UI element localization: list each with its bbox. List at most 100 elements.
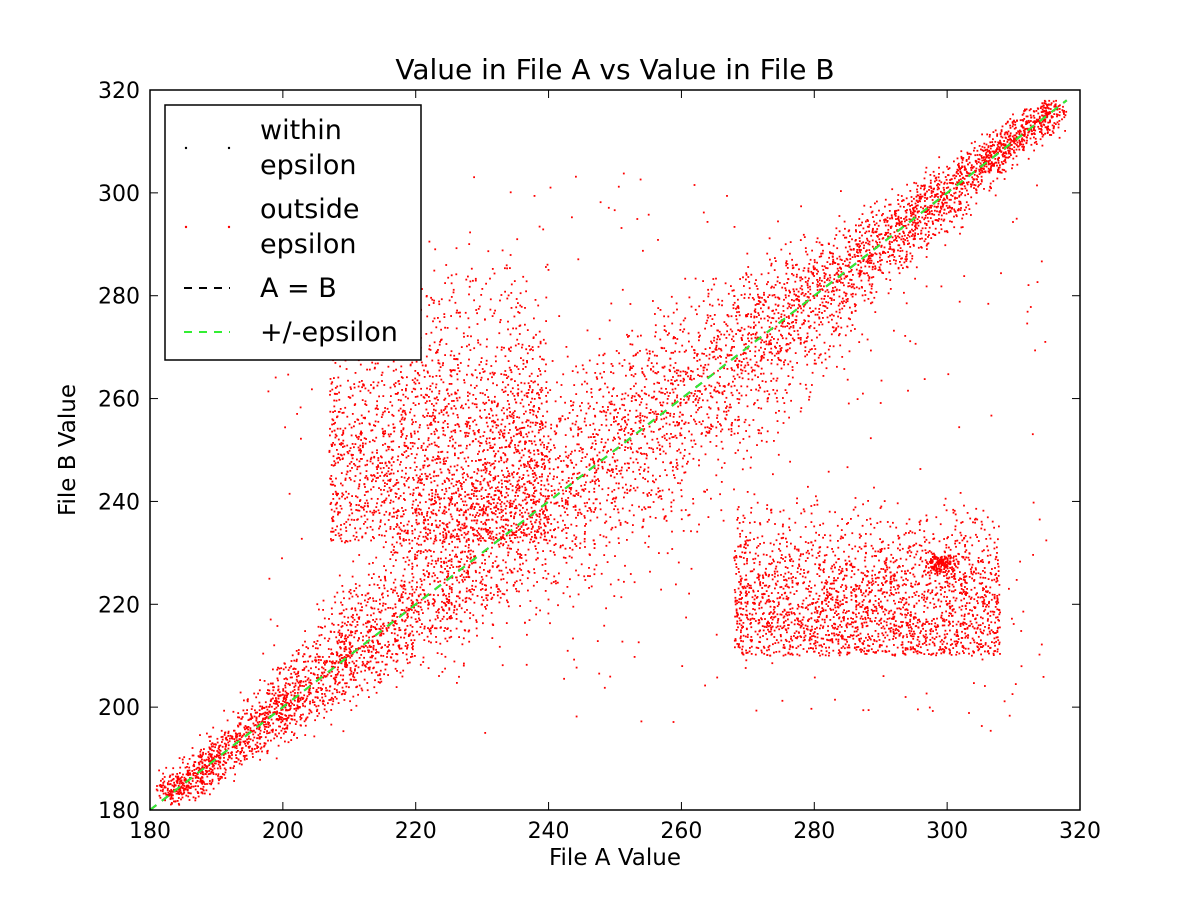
scatter-point [872, 227, 874, 230]
scatter-point [715, 344, 718, 347]
scatter-point [204, 765, 207, 767]
scatter-point [465, 587, 468, 590]
scatter-point [440, 557, 442, 560]
scatter-point [613, 409, 616, 412]
scatter-point [1035, 140, 1038, 143]
scatter-point [1000, 144, 1003, 147]
scatter-point [626, 333, 628, 336]
scatter-point [989, 163, 991, 165]
scatter-point [423, 589, 425, 592]
scatter-point [276, 735, 278, 738]
scatter-point [606, 561, 609, 563]
scatter-point [744, 418, 747, 421]
scatter-point [733, 432, 736, 435]
scatter-point [999, 133, 1002, 136]
scatter-point [268, 722, 270, 724]
scatter-point [710, 385, 713, 388]
scatter-point [871, 268, 874, 271]
scatter-point [690, 370, 692, 372]
scatter-point [491, 498, 494, 501]
scatter-point [617, 511, 620, 514]
scatter-point [745, 430, 747, 432]
scatter-point [523, 534, 525, 537]
scatter-point [539, 443, 542, 446]
scatter-point [604, 521, 606, 524]
scatter-point [238, 738, 241, 741]
scatter-point [211, 778, 214, 781]
scatter-point [437, 609, 439, 612]
scatter-point [176, 775, 179, 778]
scatter-point [443, 560, 445, 563]
scatter-point [420, 583, 423, 586]
scatter-point [702, 372, 705, 375]
scatter-point [255, 716, 258, 719]
scatter-point [859, 273, 862, 276]
scatter-point [317, 659, 320, 661]
scatter-point [657, 307, 660, 309]
scatter-point [448, 504, 451, 507]
scatter-point [884, 234, 887, 236]
scatter-point [806, 253, 809, 256]
scatter-point [495, 510, 497, 512]
scatter-point [887, 235, 890, 238]
scatter-point [305, 717, 308, 720]
scatter-point [482, 512, 485, 515]
scatter-point [382, 602, 385, 605]
scatter-point [1025, 142, 1028, 145]
scatter-point [207, 773, 210, 775]
scatter-point [262, 712, 265, 715]
scatter-point [506, 581, 508, 584]
scatter-point [283, 662, 286, 665]
scatter-point [173, 785, 175, 788]
scatter-point [1012, 140, 1015, 142]
scatter-point [366, 660, 369, 663]
scatter-point [731, 338, 733, 341]
scatter-point [201, 765, 204, 768]
scatter-point [955, 183, 957, 186]
scatter-point [996, 177, 999, 180]
scatter-point [681, 413, 684, 416]
scatter-point [897, 199, 899, 201]
scatter-point [475, 627, 478, 630]
scatter-point [291, 702, 294, 705]
scatter-point [485, 574, 488, 577]
scatter-point [339, 641, 342, 644]
scatter-point [425, 556, 428, 558]
scatter-point [879, 269, 882, 272]
scatter-point [541, 441, 544, 444]
scatter-point [314, 659, 316, 661]
scatter-point [505, 487, 508, 490]
scatter-point [386, 629, 389, 632]
scatter-point [733, 346, 735, 348]
scatter-point [942, 204, 944, 206]
scatter-point [843, 300, 845, 303]
scatter-point [937, 205, 939, 208]
scatter-point [879, 233, 882, 236]
scatter-point [644, 415, 646, 418]
scatter-point [907, 234, 909, 236]
scatter-point [740, 353, 742, 356]
scatter-point [367, 651, 370, 653]
scatter-point [1058, 108, 1061, 110]
scatter-point [992, 143, 994, 146]
scatter-point [513, 567, 516, 570]
scatter-point [370, 614, 372, 617]
scatter-point [659, 490, 661, 492]
scatter-point [263, 721, 265, 723]
scatter-point [683, 378, 685, 381]
scatter-point [614, 497, 617, 500]
scatter-point [464, 500, 467, 503]
scatter-point [768, 326, 771, 328]
scatter-point [158, 794, 161, 797]
scatter-point [835, 272, 838, 275]
scatter-point [259, 732, 261, 735]
scatter-point [1033, 126, 1035, 129]
scatter-point [381, 592, 384, 595]
scatter-point [543, 532, 546, 535]
scatter-point [1046, 128, 1048, 130]
scatter-point [792, 288, 795, 291]
scatter-point [323, 716, 325, 719]
scatter-point [328, 660, 331, 663]
scatter-point [1004, 161, 1007, 164]
scatter-point [454, 452, 456, 455]
